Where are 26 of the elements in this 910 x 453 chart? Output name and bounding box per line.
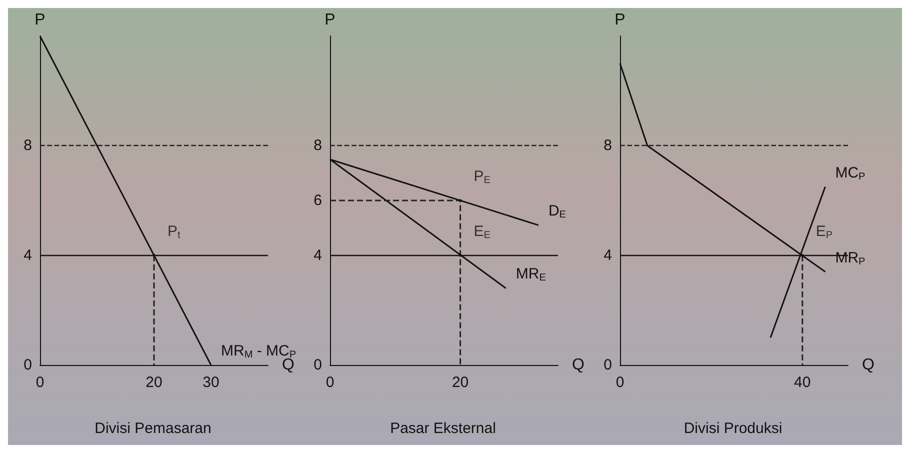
y-tick-label: 0 — [24, 356, 32, 374]
y-tick-label: 8 — [314, 137, 322, 154]
x-axis-title: Q — [572, 356, 584, 374]
y-tick-label: 0 — [604, 356, 612, 374]
y-tick-label: 6 — [314, 192, 322, 209]
x-tick-label: 20 — [146, 374, 162, 391]
x-tick-label: 30 — [202, 374, 220, 391]
y-axis-title: P — [614, 12, 626, 28]
x-tick-label: 0 — [36, 374, 44, 391]
x-tick-label: 20 — [452, 374, 469, 391]
x-tick-label: 0 — [326, 374, 334, 391]
y-tick-label: 4 — [24, 246, 32, 264]
y-tick-label: 4 — [604, 246, 612, 264]
y-axis-title: P — [324, 12, 336, 28]
y-tick-label: 0 — [314, 356, 322, 374]
x-axis-title: Q — [282, 356, 294, 374]
y-axis-title: P — [34, 12, 46, 28]
text: Divisi Pemasaran — [94, 420, 212, 437]
y-tick-label: 4 — [314, 246, 322, 264]
x-tick-label: 40 — [794, 374, 811, 391]
text: Pasar Eksternal — [390, 420, 496, 437]
x-tick-label: 0 — [616, 374, 624, 391]
text: Divisi Produksi — [684, 420, 782, 437]
y-tick-label: 8 — [24, 137, 32, 154]
x-axis-title: Q — [862, 356, 874, 374]
y-tick-label: 8 — [604, 137, 612, 154]
